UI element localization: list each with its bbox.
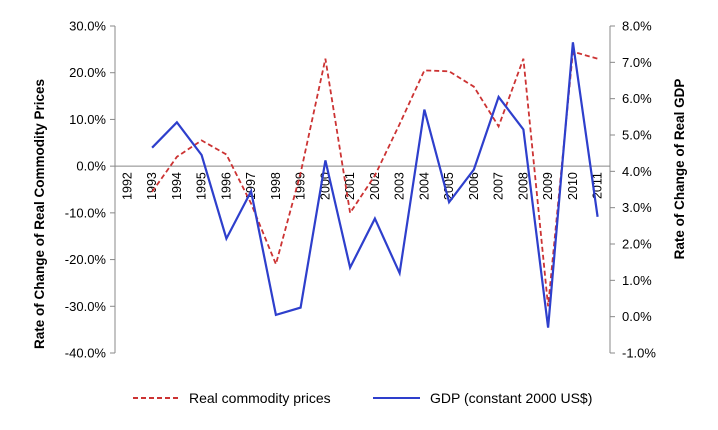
right-tick-label: 5.0% bbox=[622, 128, 652, 143]
category-label: 2009 bbox=[541, 172, 555, 200]
series-line-commodity-prices bbox=[151, 50, 598, 307]
right-tick-label: 1.0% bbox=[622, 273, 652, 288]
category-label: 1998 bbox=[269, 172, 283, 200]
left-tick-label: -30.0% bbox=[65, 299, 107, 314]
right-tick-label: 3.0% bbox=[622, 200, 652, 215]
right-tick-label: 8.0% bbox=[622, 19, 652, 34]
right-axis-ticks: 8.0% 7.0% 6.0% 5.0% 4.0% 3.0% 2.0% 1.0% 0.0% -1.0… bbox=[610, 19, 656, 361]
right-tick-label: 6.0% bbox=[622, 91, 652, 106]
category-label: 2002 bbox=[368, 172, 382, 200]
category-label: 1992 bbox=[120, 172, 134, 200]
category-label: 1996 bbox=[219, 172, 233, 200]
left-axis-ticks: 30.0% 20.0% 10.0% 0.0% -10.0% -20.0% -30.0% -40… bbox=[65, 19, 115, 361]
category-label: 1994 bbox=[170, 172, 184, 200]
category-label: 2007 bbox=[492, 172, 506, 200]
right-tick-label: 0.0% bbox=[622, 309, 652, 324]
category-label: 2006 bbox=[467, 172, 481, 200]
category-label: 2003 bbox=[393, 172, 407, 200]
series-line-gdp bbox=[151, 42, 599, 328]
legend-label-commodity-prices: Real commodity prices bbox=[189, 390, 331, 406]
axes bbox=[114, 26, 611, 353]
left-tick-label: -40.0% bbox=[65, 346, 107, 361]
right-tick-label: 2.0% bbox=[622, 237, 652, 252]
left-axis-title: Rate of Change of Real Commodity Prices bbox=[32, 79, 47, 349]
legend: Real commodity prices GDP (constant 2000… bbox=[133, 390, 592, 406]
category-label: 2010 bbox=[566, 172, 580, 200]
category-label: 1999 bbox=[294, 172, 308, 200]
category-label: 2008 bbox=[516, 172, 530, 200]
left-tick-label: 20.0% bbox=[69, 65, 106, 80]
category-label: 1997 bbox=[244, 172, 258, 200]
category-label: 2004 bbox=[417, 172, 431, 200]
left-tick-label: 30.0% bbox=[69, 19, 106, 34]
left-tick-label: -10.0% bbox=[65, 205, 107, 220]
right-tick-label: 7.0% bbox=[622, 55, 652, 70]
left-tick-label: 10.0% bbox=[69, 112, 106, 127]
right-axis-title: Rate of Change of Real GDP bbox=[672, 79, 687, 260]
category-labels: 1992 1993 1994 1995 1996 1997 1998 1999 2000 2001… bbox=[120, 172, 604, 200]
right-tick-label: -1.0% bbox=[622, 346, 656, 361]
right-tick-label: 4.0% bbox=[622, 164, 652, 179]
category-label: 1993 bbox=[145, 172, 159, 200]
left-tick-label: -20.0% bbox=[65, 252, 107, 267]
series-layer bbox=[151, 42, 599, 328]
legend-label-gdp: GDP (constant 2000 US$) bbox=[430, 390, 592, 406]
category-label: 1995 bbox=[195, 172, 209, 200]
left-tick-label: 0.0% bbox=[76, 159, 106, 174]
